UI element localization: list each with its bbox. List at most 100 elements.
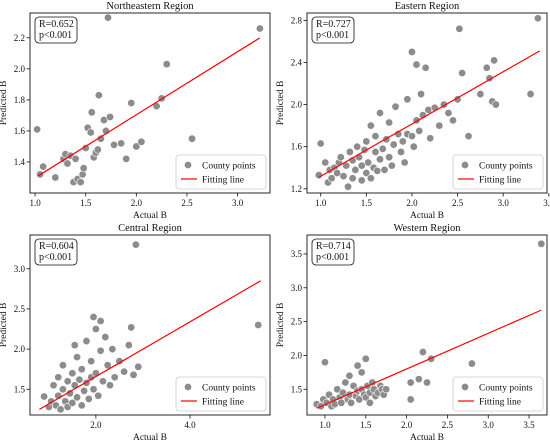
county-point [122,154,131,163]
r-value: R=0.604 [39,241,74,252]
county-point [129,370,138,379]
x-tick-label: 1.0 [29,198,41,208]
county-point [353,361,362,370]
county-point [101,333,110,342]
legend-line-label: Fitting line [479,398,521,408]
panel-2: Eastern Region 1.0 1.5 2.0 2.5 3.0 3.5 1.2 1.6 2.… [276,1,550,221]
legend-point-marker [460,382,469,391]
y-tick-label: 2.2 [14,33,25,43]
county-point [63,377,72,386]
r-value: R=0.652 [39,19,74,30]
county-point [426,134,435,143]
x-tick-label: 2.0 [90,420,102,430]
legend-point-marker [460,161,469,170]
county-point [77,401,86,410]
p-value: p<0.001 [39,30,72,41]
county-point [417,90,426,99]
county-point [73,353,82,362]
county-point [68,369,77,378]
county-point [344,182,353,191]
county-point [89,312,98,321]
county-point [68,398,77,407]
county-point [362,169,371,178]
legend-points-label: County points [479,384,533,394]
legend-line-label: Fitting line [202,176,244,186]
county-point [87,108,96,117]
y-tick-label: 2.4 [291,57,303,67]
plot-frame [29,12,271,194]
county-point [51,173,60,182]
county-point [365,398,374,407]
p-value: p<0.001 [39,252,72,263]
county-point [96,316,105,325]
county-point [127,99,136,108]
x-tick-label: 2.5 [442,420,454,430]
legend-point-marker [184,161,193,170]
x-tick-label: 3.5 [523,420,535,430]
county-point [364,158,373,167]
panel-title: Eastern Region [395,1,460,12]
x-tick-label: 2.0 [401,420,413,430]
county-point [409,142,418,151]
county-point [117,139,126,148]
county-point [98,377,107,386]
y-tick-label: 1.5 [14,384,26,394]
county-point [127,323,136,332]
county-point [336,153,345,162]
y-tick-label: 2.5 [14,304,26,314]
county-point [333,169,342,178]
county-point [337,398,346,407]
county-point [455,24,464,33]
y-axis-label: Predicted B [0,81,9,126]
county-point [188,134,197,143]
county-point [120,367,129,376]
county-point [106,381,115,390]
county-point [94,391,103,400]
county-point [80,386,89,395]
county-point [86,128,95,137]
county-point [398,137,407,146]
county-point [376,109,385,118]
x-tick-label: 2.5 [452,198,464,208]
county-point [89,385,98,394]
fitting-line [39,280,261,410]
x-tick-label: 1.5 [80,198,92,208]
county-point [406,395,415,404]
x-tick-label: 1.5 [360,420,372,430]
county-point [316,139,325,148]
county-point [75,375,84,384]
county-point [414,375,423,384]
county-point [103,13,112,22]
x-tick-label: 2.0 [131,198,143,208]
county-point [403,95,412,104]
county-point [134,362,143,371]
county-point [449,116,458,125]
county-point [110,140,119,149]
county-point [366,121,375,130]
county-point [162,60,171,69]
y-tick-label: 3.0 [291,283,303,293]
panel-title: Northeastern Region [106,1,194,12]
fitting-line [318,50,540,178]
county-point [347,398,356,407]
legend-point-marker [184,382,193,391]
fitting-line [316,309,542,409]
county-point [39,162,48,171]
x-tick-label: 3.0 [232,198,244,208]
county-point [387,161,396,170]
legend-points-label: County points [202,384,256,394]
county-point [108,345,117,354]
y-tick-label: 1.6 [291,142,303,152]
x-tick-label: 3.5 [543,198,550,208]
y-tick-label: 3.5 [291,249,303,259]
y-tick-label: 1.6 [14,126,26,136]
county-point [91,325,100,334]
county-point [254,320,263,329]
county-point [400,158,409,167]
county-point [87,357,96,366]
panel-3: Central Region 2.0 4.0 1.5 2.0 2.5 3.0 Actual B… [0,223,271,443]
county-point [357,161,366,170]
legend-box [175,376,267,412]
county-point [491,100,500,109]
fitting-line [37,37,261,177]
